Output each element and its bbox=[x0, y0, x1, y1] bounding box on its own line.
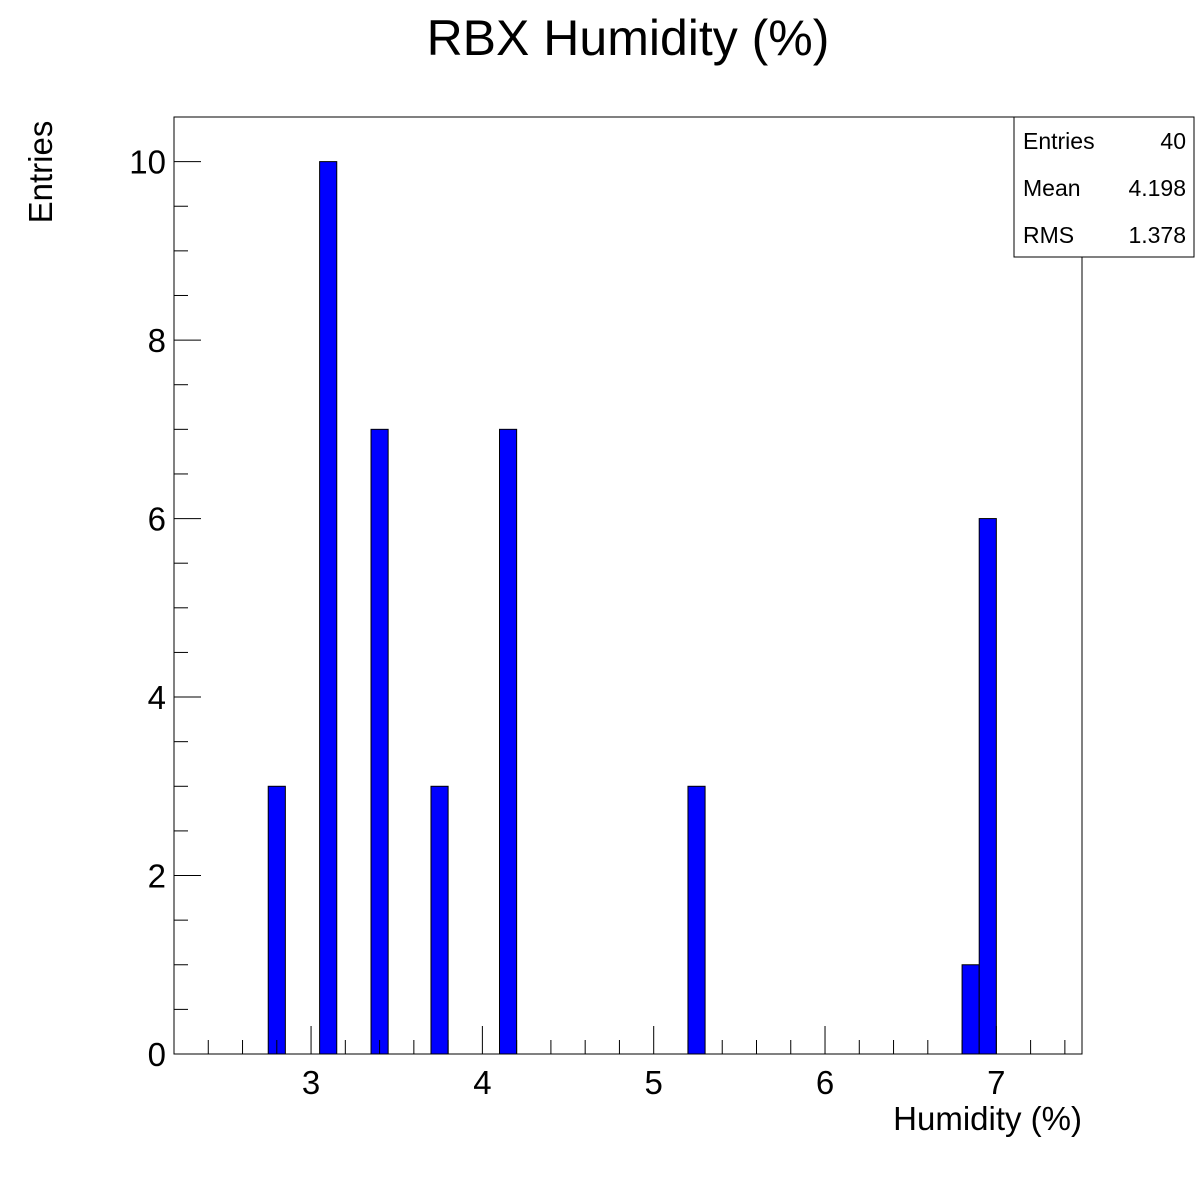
histogram-bar bbox=[687, 785, 706, 1055]
histogram-bar bbox=[430, 785, 449, 1055]
stats-value: 1.378 bbox=[1128, 222, 1186, 248]
x-tick-label: 6 bbox=[816, 1064, 834, 1101]
stats-label: Entries bbox=[1023, 128, 1095, 154]
histogram-bar bbox=[961, 964, 980, 1055]
stats-box: Entries 40 Mean 4.198 RMS 1.378 bbox=[1013, 116, 1195, 258]
axes-group: 0 2 4 6 8 10 3 4 5 6 7 bbox=[129, 116, 1066, 1101]
stats-box-frame bbox=[1013, 116, 1195, 258]
y-tick-label: 6 bbox=[148, 501, 166, 538]
stats-value: 40 bbox=[1160, 128, 1186, 154]
histogram-bar bbox=[370, 428, 389, 1055]
x-tick-label: 7 bbox=[987, 1064, 1005, 1101]
y-tick-label: 4 bbox=[148, 679, 166, 716]
y-tick-label: 0 bbox=[148, 1036, 166, 1073]
x-axis-title: Humidity (%) bbox=[893, 1100, 1082, 1137]
y-tick-label: 10 bbox=[129, 144, 166, 181]
histogram-bar bbox=[267, 785, 286, 1055]
stats-label: Mean bbox=[1023, 175, 1081, 201]
y-axis-title: Entries bbox=[22, 121, 59, 224]
histogram-bar bbox=[319, 161, 338, 1055]
y-tick-label: 2 bbox=[148, 858, 166, 895]
x-tick-label: 5 bbox=[645, 1064, 663, 1101]
plot-frame bbox=[173, 116, 1083, 1055]
histogram-bar bbox=[978, 518, 997, 1055]
stats-label: RMS bbox=[1023, 222, 1074, 248]
x-tick-label: 3 bbox=[302, 1064, 320, 1101]
bars-group bbox=[267, 161, 997, 1055]
histogram-bar bbox=[499, 428, 518, 1055]
chart-title: RBX Humidity (%) bbox=[427, 10, 830, 66]
y-tick-label: 8 bbox=[148, 322, 166, 359]
x-tick-label: 4 bbox=[473, 1064, 491, 1101]
stats-value: 4.198 bbox=[1128, 175, 1186, 201]
